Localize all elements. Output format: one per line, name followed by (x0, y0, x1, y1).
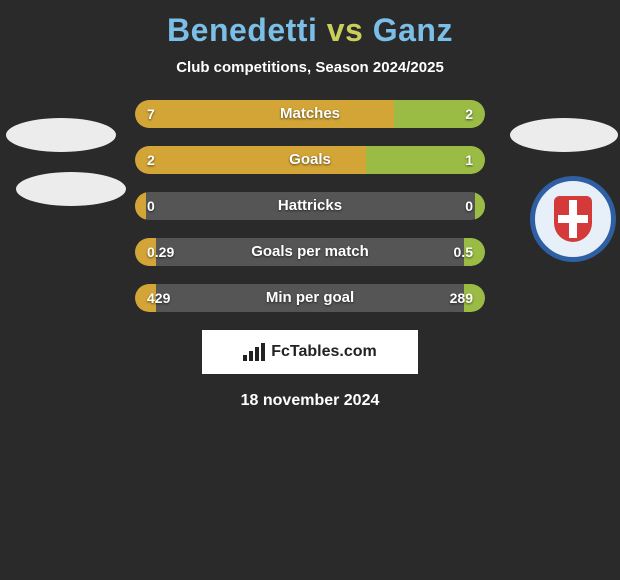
stat-value-right: 0.5 (454, 238, 473, 266)
stat-value-right: 1 (465, 146, 473, 174)
stat-value-left: 0.29 (147, 238, 174, 266)
stat-value-left: 0 (147, 192, 155, 220)
stat-label: Min per goal (135, 284, 485, 312)
brand-label: FcTables.com (271, 343, 377, 361)
stat-label: Matches (135, 100, 485, 128)
subtitle: Club competitions, Season 2024/2025 (0, 59, 620, 76)
stat-value-right: 289 (450, 284, 473, 312)
bar-chart-icon (243, 343, 265, 361)
stat-label: Goals per match (135, 238, 485, 266)
stat-label: Goals (135, 146, 485, 174)
stat-row: Goals per match0.29 0.5 (135, 238, 485, 266)
brand-box[interactable]: FcTables.com (202, 330, 418, 374)
stat-value-left: 429 (147, 284, 170, 312)
player1-name: Benedetti (167, 12, 317, 48)
comparison-title: Benedetti vs Ganz (0, 0, 620, 49)
stat-value-right: 2 (465, 100, 473, 128)
stat-value-left: 2 (147, 146, 155, 174)
stat-value-right: 0 (465, 192, 473, 220)
generated-date: 18 november 2024 (0, 392, 620, 410)
stat-row: Goals2 1 (135, 146, 485, 174)
player2-name: Ganz (373, 12, 453, 48)
stat-label: Hattricks (135, 192, 485, 220)
stat-row: Min per goal429 289 (135, 284, 485, 312)
stat-row: Hattricks0 0 (135, 192, 485, 220)
stats-container: Matches72Goals21Hattricks00Goals per mat… (0, 100, 620, 312)
stat-value-left: 7 (147, 100, 155, 128)
stat-row: Matches7 2 (135, 100, 485, 128)
vs-text: vs (327, 12, 364, 48)
